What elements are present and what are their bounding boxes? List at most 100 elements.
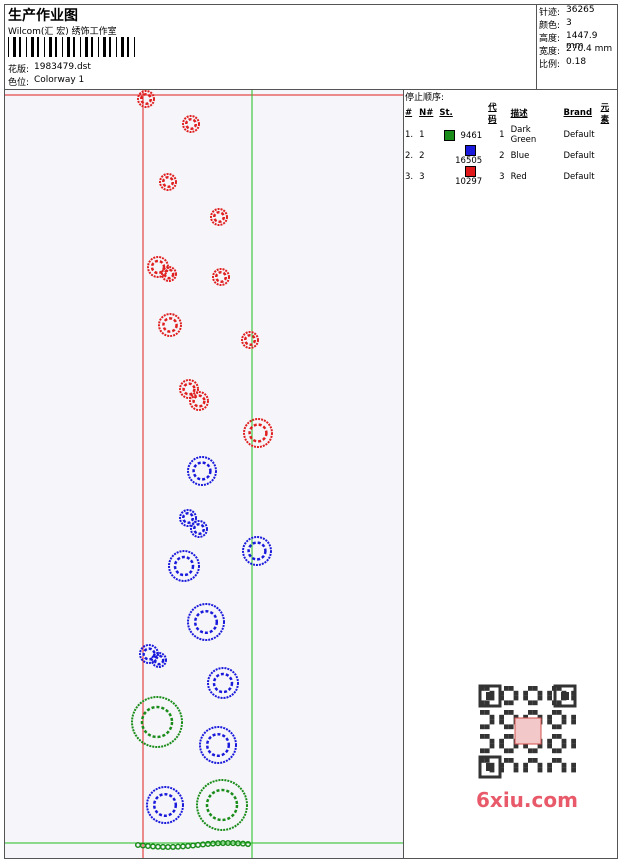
- cell: 9461: [436, 125, 485, 145]
- motif: [242, 536, 272, 566]
- chain-bead: [244, 841, 252, 848]
- chain-bead: [194, 841, 202, 849]
- chain-bead: [189, 842, 197, 849]
- qr-cell: [489, 714, 495, 720]
- qr-cell: [571, 714, 576, 720]
- stat-row: 比例: 0.18: [539, 57, 617, 70]
- qr-cell: [513, 690, 519, 696]
- qr-cell: [547, 738, 552, 744]
- qr-cell: [556, 734, 562, 739]
- qr-cell: [523, 695, 528, 701]
- qr-cell: [561, 767, 567, 773]
- motif: [182, 115, 200, 133]
- qr-cell: [537, 767, 543, 773]
- qr-cell: [513, 762, 519, 768]
- barcode-bar: [31, 37, 34, 57]
- cell-text: 2: [499, 150, 505, 161]
- header-cell: 元素: [600, 103, 610, 125]
- motif-inner: [205, 788, 239, 822]
- motif-inner: [248, 423, 268, 443]
- qr-cell: [556, 686, 562, 691]
- stat-row: 高度: 1447.9 mm: [539, 31, 617, 51]
- chain-bead: [134, 841, 142, 849]
- stat-label: 高度:: [539, 34, 561, 44]
- chain-bead: [174, 843, 182, 850]
- motif-inner: [192, 394, 206, 408]
- qr-stamp: [514, 717, 542, 745]
- qr-cell: [484, 686, 490, 691]
- design: 1983479.dst: [34, 62, 91, 72]
- chain-bead: [159, 843, 167, 850]
- qr-cell: [571, 738, 576, 744]
- chain-bead: [179, 843, 187, 850]
- qr-cell: [552, 748, 557, 754]
- motif-ring: [190, 520, 208, 538]
- barcode-bar: [127, 37, 129, 57]
- motif: [179, 379, 199, 399]
- header-row: # N# St. 代码 描述 Brand 元素: [402, 101, 620, 125]
- qr-cell: [547, 743, 552, 749]
- qr-cell: [528, 710, 533, 715]
- qr-cell: [499, 714, 504, 720]
- motif-ring: [242, 536, 272, 566]
- cell-text: 9461: [460, 130, 483, 141]
- motif-ring: [212, 268, 230, 286]
- cell: 1: [485, 125, 507, 145]
- qr-cell: [499, 762, 504, 768]
- motif-inner: [243, 333, 257, 347]
- qr-cell: [508, 734, 514, 739]
- motif-ring: [146, 786, 184, 824]
- qr-cell: [499, 767, 504, 773]
- cell-text: Red: [510, 171, 527, 182]
- qr-cell: [532, 710, 538, 715]
- colorway: Colorway 1: [34, 75, 85, 85]
- barcode-bar: [116, 37, 117, 57]
- barcode-bar: [85, 37, 88, 57]
- stat-value: 36265: [566, 5, 595, 15]
- qr-cell: [504, 700, 509, 706]
- cell: 3: [485, 166, 507, 187]
- cell-text: Dark Green: [510, 125, 537, 145]
- motif-ring: [187, 456, 217, 486]
- header-cell: N#: [419, 108, 434, 118]
- qr-cell: [513, 743, 519, 749]
- cell-text: 1: [499, 130, 505, 140]
- qr-cell: [556, 748, 562, 754]
- motif-ring: [158, 313, 182, 337]
- qr-cell: [552, 710, 557, 715]
- cell-text: Blue: [510, 150, 530, 161]
- qr-cell: [508, 724, 514, 730]
- cell: Default: [561, 125, 598, 145]
- motif-ring: [199, 726, 237, 764]
- barcode-bar: [55, 37, 57, 57]
- qr-finder: [478, 755, 502, 779]
- motif: [196, 779, 248, 831]
- qr-cell: [480, 724, 485, 730]
- motif-ring: [210, 208, 228, 226]
- stat-label: 针迹:: [539, 8, 561, 18]
- colorway-label: 色位:: [8, 78, 30, 88]
- stat-row: 宽度: 270.4 mm: [539, 44, 617, 57]
- cell-text: 10297: [455, 177, 483, 187]
- header-cell: #: [405, 108, 413, 118]
- motif-inner: [193, 609, 219, 635]
- stop-table: # N# St. 代码 描述 Brand 元素 1. 1 9461 1 Dark Green Defau…: [402, 101, 620, 187]
- motif-inner: [140, 705, 174, 739]
- qr-cell: [537, 690, 543, 696]
- chain-bead: [199, 841, 207, 848]
- qr-cell: [484, 758, 490, 763]
- qr-cell: [513, 695, 519, 701]
- qr-cell: [489, 738, 495, 744]
- chain-bead: [149, 843, 157, 850]
- motif-inner: [152, 792, 178, 818]
- cell: 3: [416, 166, 436, 187]
- qr-cell: [504, 724, 509, 730]
- qr-cell: [504, 748, 509, 754]
- qr-cell: [537, 762, 543, 768]
- stat-value: 3: [566, 18, 572, 28]
- barcode-bar: [8, 37, 9, 57]
- motif: [137, 90, 155, 108]
- motif-inner: [192, 522, 206, 536]
- chain-bead: [154, 843, 162, 850]
